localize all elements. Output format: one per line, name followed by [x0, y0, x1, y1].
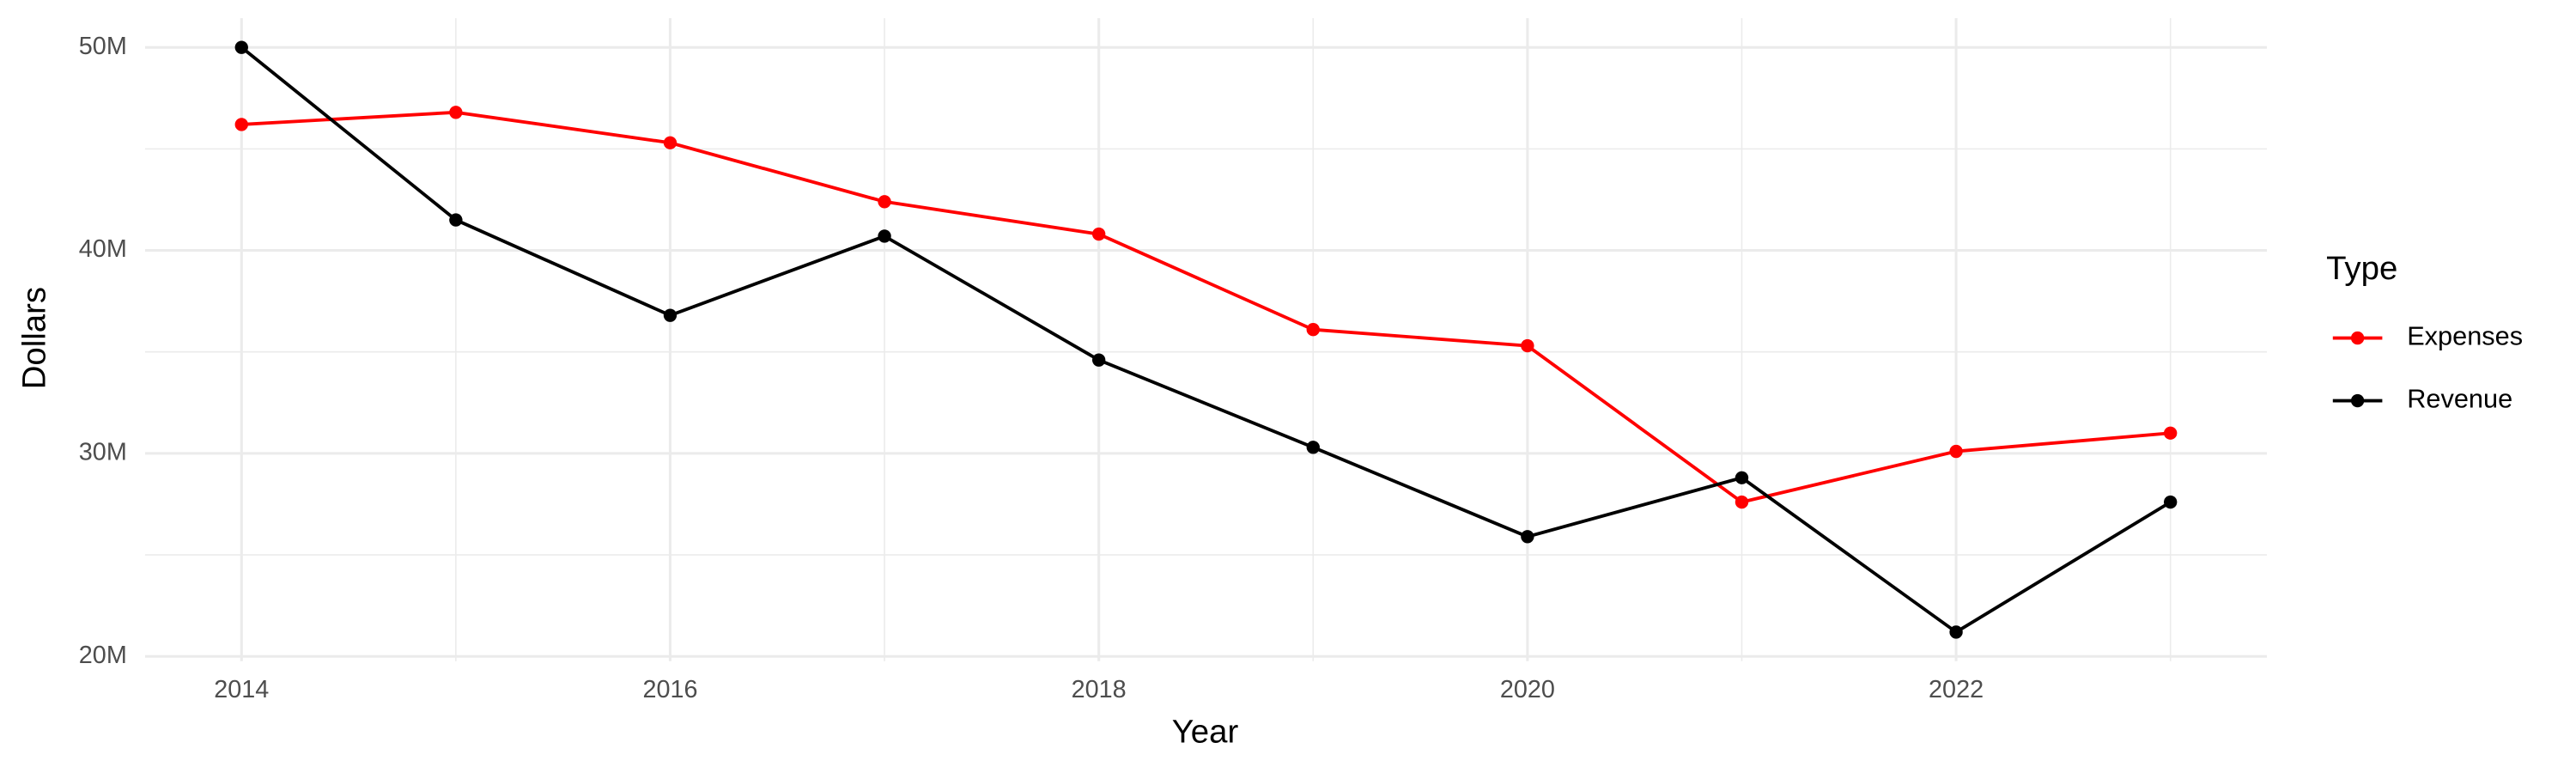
data-point — [663, 308, 677, 322]
data-point — [1306, 323, 1320, 337]
series-line — [240, 46, 2172, 635]
data-point — [234, 40, 248, 54]
data-point — [1092, 353, 1106, 367]
data-point — [1306, 441, 1320, 454]
data-point — [878, 229, 891, 243]
data-point — [234, 118, 248, 131]
y-tick-label: 20M — [79, 642, 127, 669]
data-point — [1521, 530, 1534, 544]
data-point — [663, 136, 677, 149]
x-axis-title: Year — [1172, 714, 1239, 751]
data-point — [1735, 495, 1749, 509]
x-tick-label: 2020 — [1500, 676, 1555, 703]
data-point — [2164, 426, 2178, 440]
x-tick-label: 2016 — [642, 676, 697, 703]
legend-marker — [2350, 393, 2365, 408]
legend-marker — [2350, 331, 2365, 345]
y-axis-title: Dollars — [15, 287, 52, 389]
x-tick-label: 2022 — [1929, 676, 1984, 703]
y-tick-label: 40M — [79, 235, 127, 263]
y-tick-label: 50M — [79, 33, 127, 60]
data-point — [1949, 444, 1963, 459]
x-tick-label: 2018 — [1072, 676, 1127, 703]
data-point — [449, 106, 463, 119]
y-tick-label: 30M — [79, 438, 127, 466]
legend-title: Type — [2326, 250, 2397, 287]
data-point — [1735, 471, 1749, 484]
data-point — [449, 213, 463, 227]
x-tick-label: 2014 — [214, 676, 269, 703]
legend-label: Revenue — [2407, 384, 2512, 414]
legend-label: Expenses — [2407, 321, 2523, 351]
data-point — [1092, 227, 1106, 241]
data-point — [1521, 338, 1534, 353]
data-point — [878, 195, 891, 209]
series-line — [241, 110, 2171, 504]
data-point — [1949, 625, 1963, 639]
data-point — [2164, 495, 2178, 509]
